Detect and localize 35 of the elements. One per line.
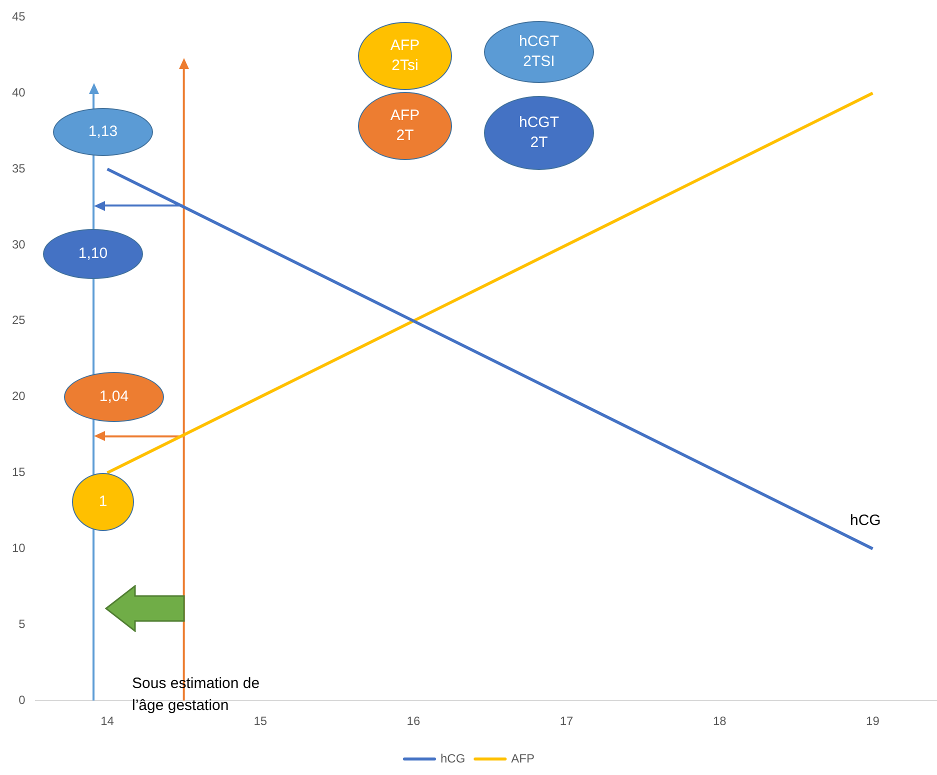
annotation: AFP 2T	[390, 106, 420, 146]
annotation: 1	[98, 492, 108, 512]
annotation: hCG	[850, 511, 881, 531]
y-tick-label: 25	[12, 313, 26, 328]
oval-label: 1,10	[43, 229, 143, 279]
y-tick-label: 45	[12, 10, 26, 24]
legend-label: AFP	[511, 751, 535, 766]
annotation: hCGT 2T	[518, 113, 559, 153]
x-tick-label: 15	[254, 714, 268, 728]
legend-label: hCG	[440, 751, 466, 766]
oval-label: 1	[72, 473, 134, 531]
x-tick-label: 17	[560, 714, 574, 728]
y-tick-label: 10	[12, 541, 26, 556]
oval-label: 1,13	[53, 108, 153, 156]
y-tick-label: 0	[18, 692, 26, 707]
x-tick-label: 19	[866, 714, 880, 728]
oval-label: hCGT 2T	[484, 96, 594, 170]
y-tick-label: 20	[12, 389, 26, 404]
y-tick-label: 15	[12, 465, 26, 480]
annotation: 1,13	[88, 122, 118, 142]
annotation: AFP 2Tsi	[390, 36, 420, 76]
x-tick-label: 16	[406, 714, 420, 728]
x-tick-label: 14	[100, 714, 114, 728]
y-tick-label: 5	[18, 616, 26, 631]
y-tick-label: 35	[12, 161, 26, 176]
oval-label: 1,04	[64, 372, 164, 422]
oval-label: AFP 2T	[358, 92, 452, 160]
x-tick-label: 18	[712, 714, 727, 728]
oval-label: AFP 2Tsi	[358, 22, 452, 90]
annotation: 1,04	[99, 387, 129, 407]
y-tick-label: 40	[12, 85, 26, 100]
oval-label: hCGT 2TSI	[484, 21, 594, 83]
y-tick-label: 30	[12, 237, 26, 252]
annotation: 1,10	[78, 244, 108, 264]
annotation: hCGT 2TSI	[518, 32, 559, 72]
